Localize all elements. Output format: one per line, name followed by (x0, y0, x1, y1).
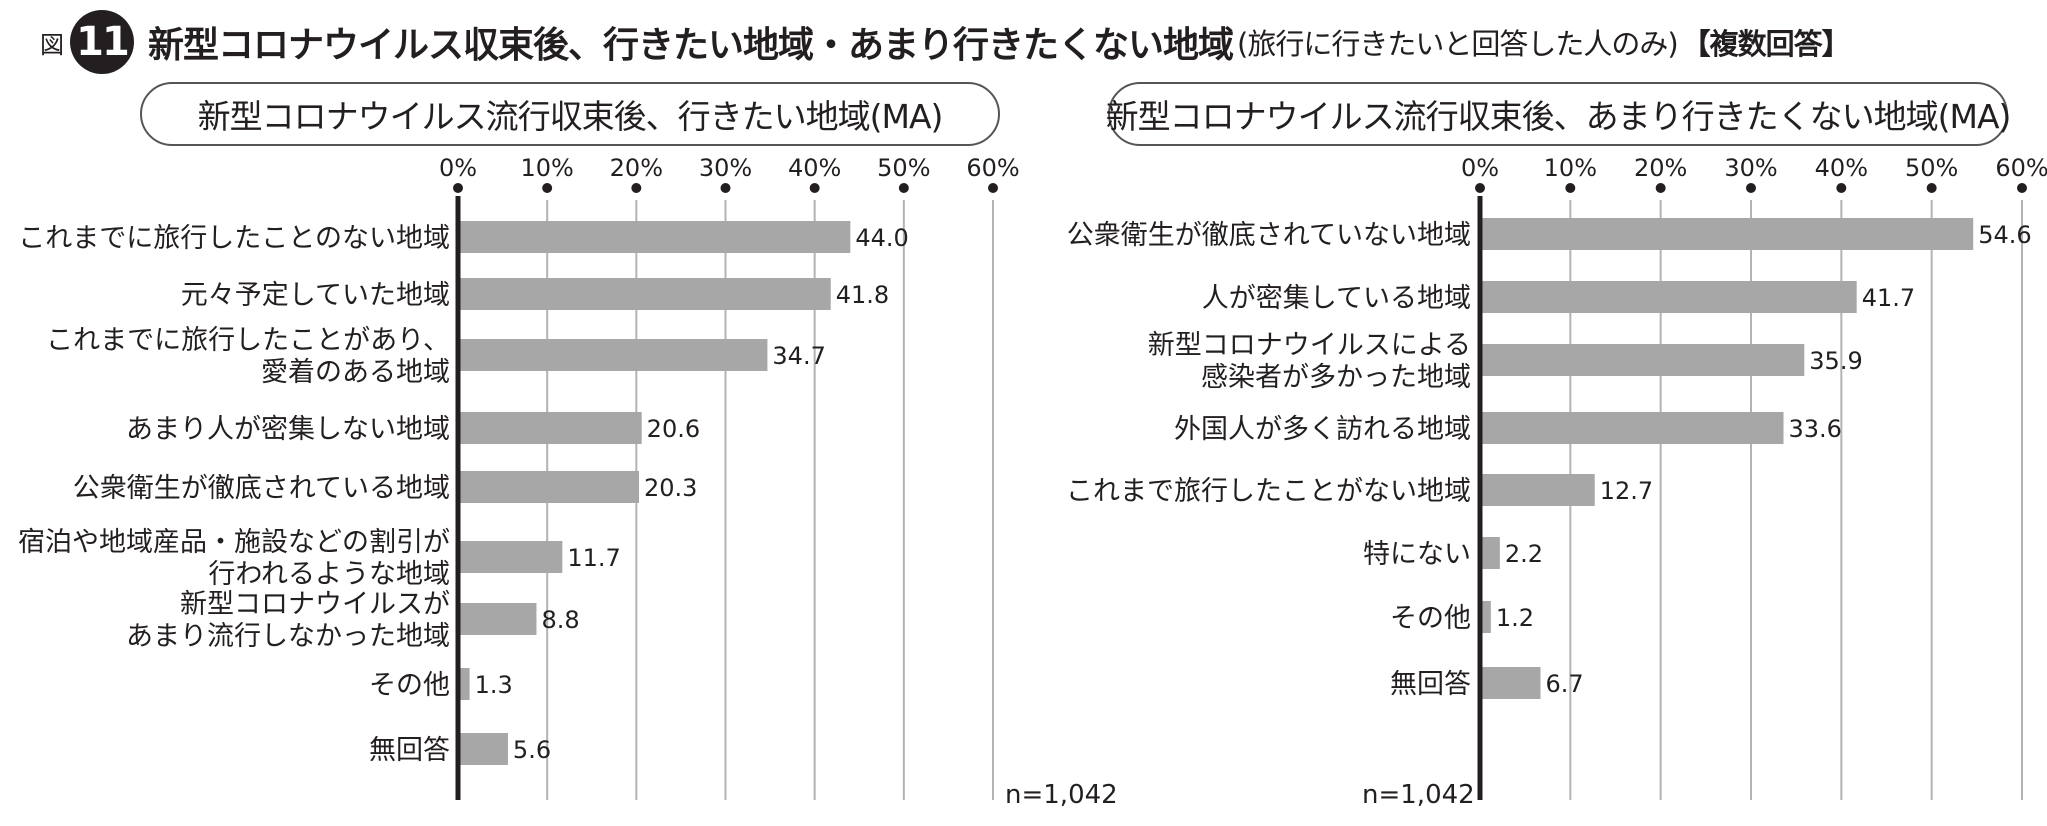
tick-label: 40% (1815, 154, 1868, 182)
tick-dot (453, 183, 463, 193)
category-label: その他 (369, 670, 450, 701)
value-label: 20.3 (644, 474, 697, 502)
tick-label: 50% (1905, 154, 1958, 182)
bar (458, 278, 831, 310)
figure-note: (旅行に行きたいと回答した人のみ) (1237, 27, 1679, 61)
tick-dot (809, 183, 820, 193)
bar (1480, 474, 1595, 506)
tick-dot (720, 183, 731, 193)
bar (458, 733, 508, 765)
bar (1480, 281, 1857, 313)
bar-chart-want-to-visit: 0% 10% 20% 30% 40% 50% 60% 44.0 これまでに旅行したことのない地域… (18, 154, 1020, 800)
tick-dot (1836, 183, 1847, 193)
chart-title: 新型コロナウイルス流行収束後、行きたい地域(MA) (140, 82, 1000, 146)
value-label: 2.2 (1505, 540, 1543, 568)
bar (458, 603, 537, 635)
category-label: 人が密集している地域 (1202, 283, 1471, 314)
category-label: あまり流行しなかった地域 (126, 621, 450, 652)
category-label: 新型コロナウイルスによる (1148, 330, 1471, 361)
category-label: これまでに旅行したことのない地域 (18, 223, 450, 254)
category-label: あまり人が密集しない地域 (126, 414, 450, 445)
figure-tag: 【複数回答】 (1681, 27, 1851, 61)
bar (458, 221, 851, 253)
bar (1480, 601, 1491, 633)
sample-size-label: n=1,042 (1362, 780, 1475, 810)
category-label: これまでに旅行したことがあり、 (46, 325, 450, 356)
value-label: 35.9 (1809, 347, 1862, 375)
bar (458, 541, 563, 573)
bar (458, 412, 642, 444)
bar (1480, 344, 1805, 376)
category-label: 無回答 (369, 735, 450, 766)
category-label: 宿泊や地域産品・施設などの割引が (18, 527, 450, 558)
value-label: 54.6 (1978, 221, 2031, 249)
tick-dot (542, 183, 553, 193)
tick-label: 30% (699, 154, 752, 182)
category-label: 愛着のある地域 (261, 357, 450, 388)
tick-dot (1475, 183, 1485, 193)
tick-label: 0% (1461, 154, 1499, 182)
category-label: 元々予定していた地域 (181, 280, 450, 311)
category-label: 特にない (1363, 539, 1471, 570)
tick-dot (1926, 183, 1937, 193)
chart-panel-not-want-to-visit: 新型コロナウイルス流行収束後、あまり行きたくない地域(MA) 0% 10% 20% 3… (1030, 0, 2047, 826)
chart-title: 新型コロナウイルス流行収束後、あまり行きたくない地域(MA) (1106, 82, 2011, 146)
category-label: 感染者が多かった地域 (1201, 362, 1471, 393)
value-label: 1.2 (1496, 604, 1534, 632)
bar (458, 668, 470, 700)
category-label: 外国人が多く訪れる地域 (1174, 414, 1471, 445)
value-label: 20.6 (647, 415, 700, 443)
tick-label: 20% (610, 154, 663, 182)
tick-dot (1746, 183, 1756, 193)
value-label: 41.8 (836, 281, 889, 309)
category-label: 公衆衛生が徹底されていない地域 (1067, 220, 1471, 251)
figure-title: 新型コロナウイルス収束後、行きたい地域・あまり行きたくない地域 (148, 25, 1234, 66)
tick-label: 20% (1634, 154, 1687, 182)
tick-dot (898, 183, 909, 193)
bar (1480, 218, 1974, 250)
value-label: 44.0 (855, 224, 908, 252)
tick-label: 60% (966, 154, 1019, 182)
value-label: 1.3 (475, 671, 513, 699)
tick-label: 40% (788, 154, 841, 182)
category-label: 行われるような地域 (208, 559, 450, 590)
tick-label: 30% (1724, 154, 1777, 182)
value-label: 6.7 (1546, 670, 1584, 698)
value-label: 8.8 (541, 606, 579, 634)
category-label: これまで旅行したことがない地域 (1066, 476, 1471, 507)
tick-label: 10% (520, 154, 573, 182)
sample-size-label: n=1,042 (1005, 780, 1118, 810)
value-label: 11.7 (567, 544, 620, 572)
tick-label: 60% (1995, 154, 2047, 182)
value-label: 5.6 (513, 736, 551, 764)
bar-chart-not-want-to-visit: 0% 10% 20% 30% 40% 50% 60% 54.6 公衆衛生が徹底されていない地域 4… (1066, 154, 2047, 800)
category-label: 新型コロナウイルスが (180, 589, 450, 620)
tick-dot (988, 183, 998, 193)
tick-label: 10% (1544, 154, 1597, 182)
value-label: 12.7 (1600, 477, 1653, 505)
bar (1480, 667, 1541, 699)
bar (1480, 412, 1784, 444)
category-label: その他 (1390, 603, 1471, 634)
figure-number-badge: 11 (70, 10, 134, 74)
tick-dot (1655, 183, 1666, 193)
bar (458, 471, 640, 503)
value-label: 33.6 (1789, 415, 1842, 443)
tick-dot (631, 183, 642, 193)
tick-label: 0% (439, 154, 477, 182)
chart-panel-want-to-visit: 新型コロナウイルス流行収束後、行きたい地域(MA) 0% 10% 20% 30% 40%… (18, 82, 1118, 810)
figure-word: 図 (40, 30, 64, 59)
figure-header: 図 11 新型コロナウイルス収束後、行きたい地域・あまり行きたくない地域 (旅行… (40, 6, 1851, 78)
value-label: 34.7 (772, 342, 825, 370)
category-label: 公衆衛生が徹底されている地域 (73, 473, 450, 504)
bar (458, 339, 768, 371)
tick-label: 50% (877, 154, 930, 182)
bar (1480, 537, 1500, 569)
value-label: 41.7 (1862, 284, 1915, 312)
tick-dot (2017, 183, 2027, 193)
category-label: 無回答 (1390, 669, 1471, 700)
tick-dot (1565, 183, 1576, 193)
